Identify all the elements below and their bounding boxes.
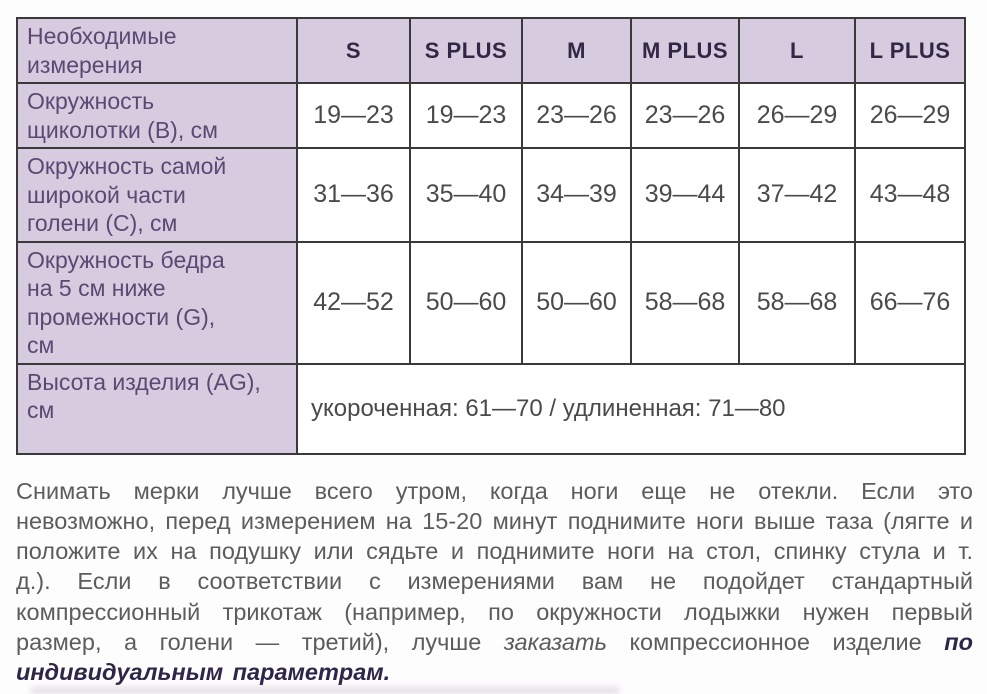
measurement-note: Снимать мерки лучше всего утром, когда н…: [16, 476, 973, 688]
size-header-s: S: [296, 16, 411, 85]
table-row-calf: Окружность самой широкой части голени (C…: [16, 147, 966, 243]
size-header-s-plus: S PLUS: [409, 16, 523, 85]
note-italic-word: заказать: [503, 629, 607, 656]
value-cell: 34—39: [521, 147, 632, 243]
note-bold-phrase: по индивидуальным параметрам.: [16, 629, 973, 686]
row-label-calf: Окружность самой широкой части голени (C…: [16, 147, 298, 243]
table-row-product-height: Высота изделия (AG), см укороченная: 61—…: [16, 362, 966, 455]
value-cell: 58—68: [630, 240, 740, 365]
size-chart-table: Необходимые измерения S S PLUS M M PLUS …: [16, 16, 966, 455]
note-text: компрессионное изделие: [606, 629, 945, 656]
size-header-m: M: [521, 16, 632, 85]
value-cell: 50—60: [521, 240, 632, 365]
value-cell: 26—29: [854, 82, 966, 150]
value-cell: 23—26: [630, 82, 740, 150]
cropped-artifact: [30, 686, 620, 694]
measurements-header-cell: Необходимые измерения: [16, 16, 298, 85]
value-cell: 19—23: [296, 82, 411, 150]
value-cell: 42—52: [296, 240, 411, 365]
value-cell: 50—60: [409, 240, 523, 365]
row-label-hip: Окружность бедра на 5 см ниже промежност…: [16, 240, 298, 365]
value-cell: 35—40: [409, 147, 523, 243]
value-cell: 23—26: [521, 82, 632, 150]
size-header-m-plus: M PLUS: [630, 16, 740, 85]
size-header-l-plus: L PLUS: [854, 16, 966, 85]
value-cell: 43—48: [854, 147, 966, 243]
value-cell: 26—29: [738, 82, 856, 150]
value-cell: 58—68: [738, 240, 856, 365]
value-cell: 37—42: [738, 147, 856, 243]
value-cell: 39—44: [630, 147, 740, 243]
value-cell: 19—23: [409, 82, 523, 150]
table-row-hip: Окружность бедра на 5 см ниже промежност…: [16, 240, 966, 365]
value-cell: 66—76: [854, 240, 966, 365]
size-header-l: L: [738, 16, 856, 85]
table-row-ankle: Окружность щиколотки (B), см 19—23 19—23…: [16, 82, 966, 150]
table-header-row: Необходимые измерения S S PLUS M M PLUS …: [16, 16, 966, 85]
row-label-product-height: Высота изделия (AG), см: [16, 362, 298, 455]
row-label-ankle: Окружность щиколотки (B), см: [16, 82, 298, 150]
value-cell: 31—36: [296, 147, 411, 243]
note-text: Снимать мерки лучше всего утром, когда н…: [16, 477, 973, 656]
product-height-value: укороченная: 61—70 / удлиненная: 71—80: [296, 362, 966, 455]
